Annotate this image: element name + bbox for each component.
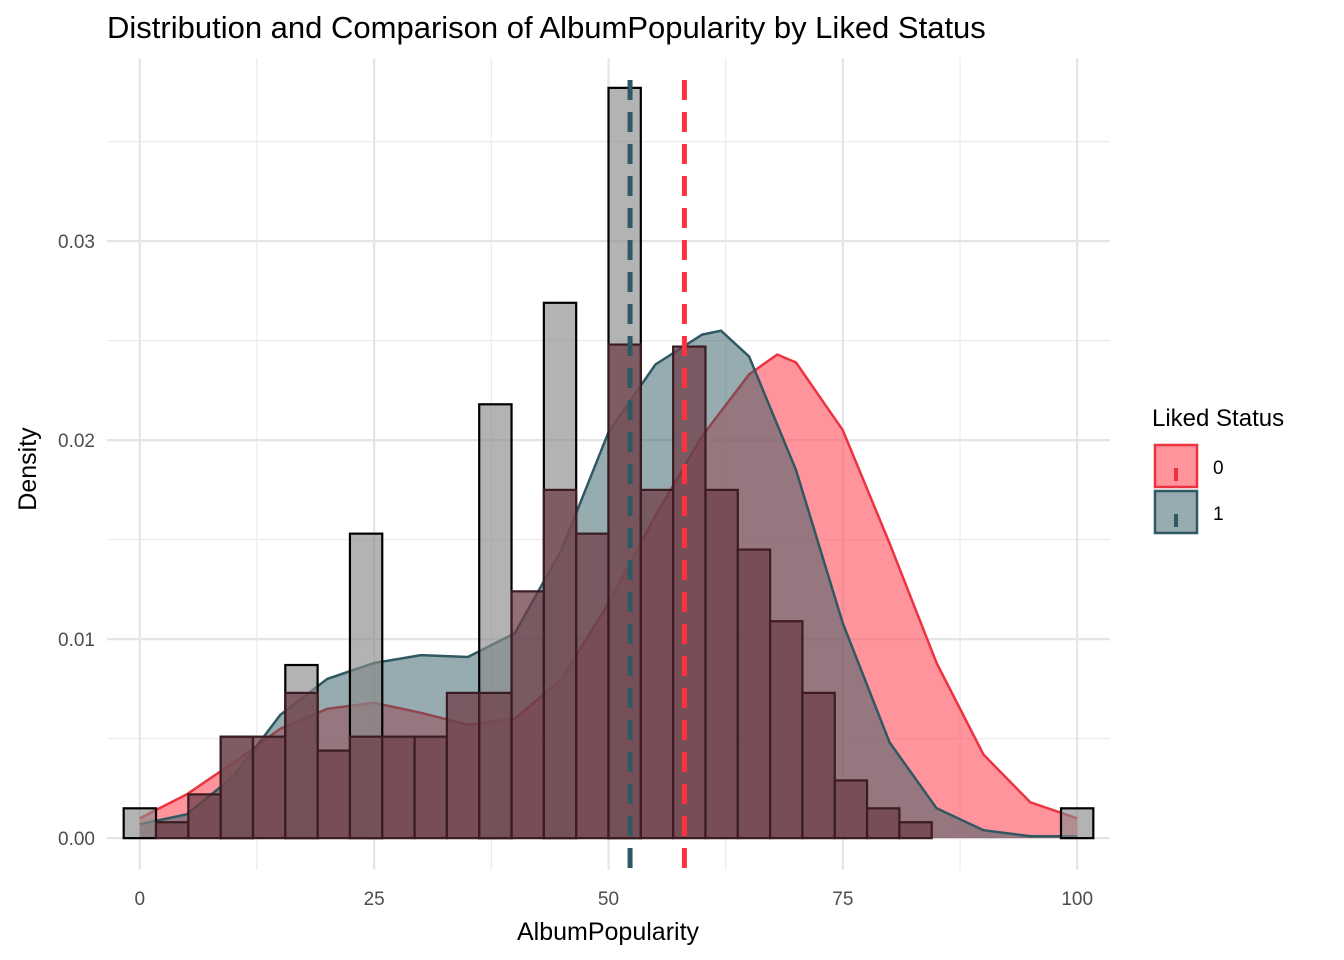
legend-key-liked-1: [1153, 489, 1199, 535]
legend-key-liked-0: [1153, 443, 1199, 489]
x-axis-title: AlbumPopularity: [517, 918, 700, 946]
x-tick-label: 0: [135, 889, 146, 910]
histogram-bar-liked-0: [284, 691, 319, 840]
x-tick-label: 100: [1061, 889, 1093, 910]
x-tick-labels: 0 25 50 75 100: [135, 889, 1094, 910]
histogram-bar-liked-0: [413, 735, 448, 840]
legend: Liked Status 0 1: [1152, 405, 1284, 535]
histogram-bar-liked-0: [672, 345, 707, 840]
histogram-bar-liked-0: [542, 488, 578, 840]
x-tick-label: 50: [598, 889, 619, 910]
chart-title: Distribution and Comparison of AlbumPopu…: [107, 10, 986, 45]
histogram-bar-liked-0: [575, 532, 610, 840]
y-tick-label: 0.02: [58, 431, 95, 452]
y-tick-label: 0.03: [58, 232, 95, 253]
histogram-bar-liked-0: [898, 821, 933, 840]
y-tick-label: 0.01: [58, 630, 95, 651]
y-tick-label: 0.00: [58, 829, 95, 850]
histogram-bar-liked-0: [769, 620, 804, 840]
histogram-bar-liked-0: [219, 735, 255, 840]
histogram-bar-liked-0: [736, 548, 772, 840]
histogram-bar-liked-0: [801, 691, 836, 840]
histogram-bar-liked-1: [122, 807, 158, 840]
histogram-bar-liked-0: [445, 691, 481, 840]
histogram-bar-liked-0: [865, 807, 901, 840]
legend-swatch-liked-1: [1153, 489, 1199, 535]
histogram-bar-liked-0: [348, 735, 384, 840]
legend-label-liked-1: 1: [1213, 504, 1224, 525]
histogram-bar-liked-0: [639, 488, 675, 840]
y-tick-labels: 0.00 0.01 0.02 0.03: [58, 232, 95, 850]
histogram-bar-liked-1: [1059, 807, 1095, 840]
histogram-bar-liked-0: [154, 821, 190, 840]
histogram-bar-liked-0: [704, 488, 739, 840]
histogram-bar-liked-0: [251, 735, 287, 840]
legend-label-liked-0: 0: [1213, 458, 1224, 479]
x-tick-label: 25: [364, 889, 385, 910]
legend-title: Liked Status: [1152, 405, 1284, 432]
histogram-bar-liked-0: [510, 590, 545, 840]
histogram-bar-liked-0: [607, 343, 642, 840]
histogram-liked-0: [154, 343, 933, 840]
histogram-bar-liked-0: [316, 749, 352, 840]
mean-lines: [627, 80, 687, 870]
histogram-bar-liked-0: [478, 691, 513, 840]
y-axis-title: Density: [14, 427, 42, 511]
histogram-bar-liked-0: [187, 793, 222, 840]
x-tick-label: 75: [832, 889, 853, 910]
histogram-bar-liked-0: [833, 779, 869, 840]
histogram-bar-liked-0: [381, 735, 416, 840]
